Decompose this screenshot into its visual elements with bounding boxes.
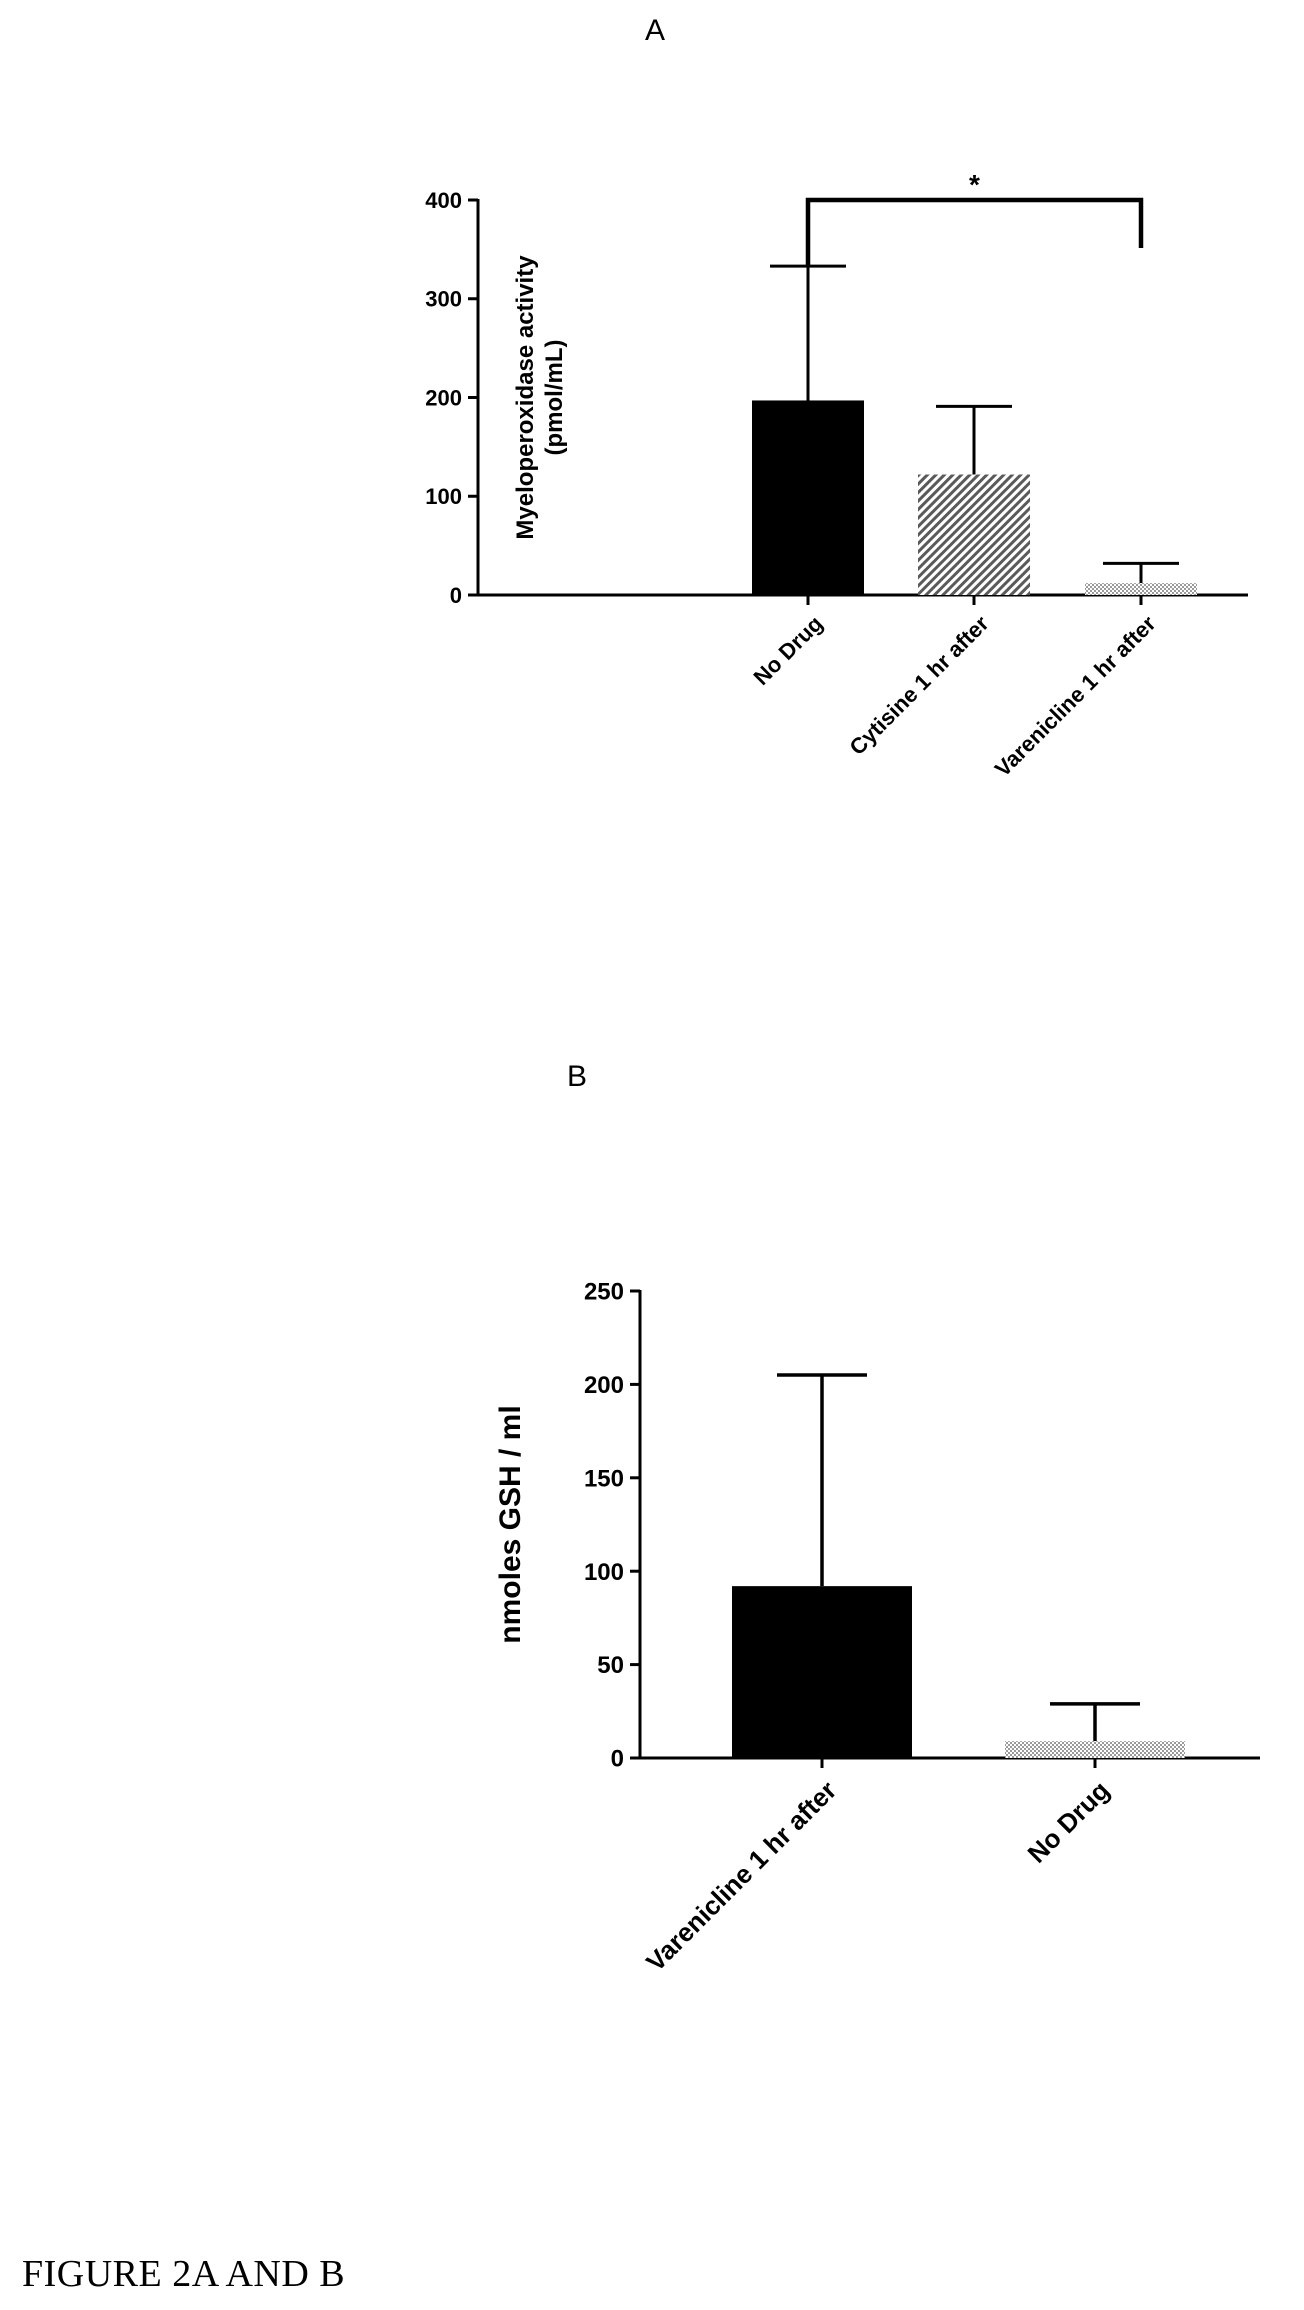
y-tick-label: 0 bbox=[450, 583, 462, 608]
y-tick-label: 400 bbox=[425, 188, 462, 213]
significance-marker: * bbox=[969, 169, 980, 200]
x-tick-label: Varenicline 1 hr after bbox=[990, 611, 1161, 782]
x-tick-label: Cytisine 1 hr after bbox=[844, 611, 993, 760]
x-tick-label: No Drug bbox=[749, 611, 828, 690]
panel-a-label: A bbox=[645, 14, 666, 47]
bar bbox=[732, 1586, 912, 1758]
bar bbox=[1005, 1741, 1185, 1758]
y-axis-unit: (pmol/mL) bbox=[541, 340, 568, 456]
x-tick-label: Varenicline 1 hr after bbox=[640, 1775, 842, 1977]
y-tick-label: 50 bbox=[597, 1652, 624, 1679]
y-tick-label: 200 bbox=[425, 385, 462, 410]
y-tick-label: 250 bbox=[584, 1279, 624, 1306]
y-axis-title: nmoles GSH / ml bbox=[494, 1405, 527, 1643]
chart-a: 0 100 200 300 400 No Drug Cytisine 1 hr afterV… bbox=[425, 169, 1248, 782]
figure-caption: FIGURE 2A AND B bbox=[22, 2253, 346, 2295]
y-tick-label: 300 bbox=[425, 287, 462, 312]
y-tick-label: 0 bbox=[611, 1746, 624, 1773]
bar bbox=[1085, 583, 1197, 595]
y-tick-label: 150 bbox=[584, 1465, 624, 1492]
chart-b: 0 50 100 150 200 250 Varenicline 1 hr after No … bbox=[494, 1279, 1260, 1977]
bar bbox=[752, 400, 864, 595]
y-axis-title: Myeloperoxidase activity bbox=[512, 255, 539, 540]
y-tick-label: 100 bbox=[425, 484, 462, 509]
x-tick-label: No Drug bbox=[1022, 1775, 1116, 1869]
significance-bracket bbox=[805, 197, 1144, 267]
y-tick-label: 200 bbox=[584, 1372, 624, 1399]
bar bbox=[918, 474, 1030, 595]
y-tick-label: 100 bbox=[584, 1559, 624, 1586]
panel-b-label: B bbox=[567, 1060, 588, 1093]
